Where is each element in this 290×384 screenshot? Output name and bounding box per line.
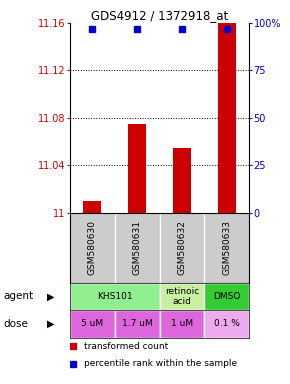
- Bar: [83, 201, 101, 213]
- Text: percentile rank within the sample: percentile rank within the sample: [84, 359, 237, 368]
- Text: retinoic
acid: retinoic acid: [165, 286, 199, 306]
- Text: GSM580632: GSM580632: [177, 220, 186, 275]
- Text: dose: dose: [3, 319, 28, 329]
- Title: GDS4912 / 1372918_at: GDS4912 / 1372918_at: [91, 9, 228, 22]
- Bar: [204, 283, 249, 310]
- Text: 1 uM: 1 uM: [171, 319, 193, 328]
- Bar: [70, 283, 160, 310]
- Text: 5 uM: 5 uM: [81, 319, 103, 328]
- Text: 0.1 %: 0.1 %: [214, 319, 240, 328]
- Text: 1.7 uM: 1.7 uM: [122, 319, 153, 328]
- Text: GSM580630: GSM580630: [88, 220, 97, 275]
- Bar: [218, 23, 236, 213]
- Bar: [204, 310, 249, 338]
- Bar: [128, 124, 146, 213]
- Text: ▶: ▶: [47, 319, 55, 329]
- Text: KHS101: KHS101: [97, 292, 132, 301]
- Text: ▶: ▶: [47, 291, 55, 301]
- Bar: [115, 310, 160, 338]
- Bar: [173, 147, 191, 213]
- Bar: [70, 310, 115, 338]
- Text: transformed count: transformed count: [84, 342, 168, 351]
- Text: agent: agent: [3, 291, 33, 301]
- Bar: [160, 310, 204, 338]
- Text: DMSO: DMSO: [213, 292, 241, 301]
- Text: GSM580633: GSM580633: [222, 220, 231, 275]
- Bar: [160, 283, 204, 310]
- Text: GSM580631: GSM580631: [133, 220, 142, 275]
